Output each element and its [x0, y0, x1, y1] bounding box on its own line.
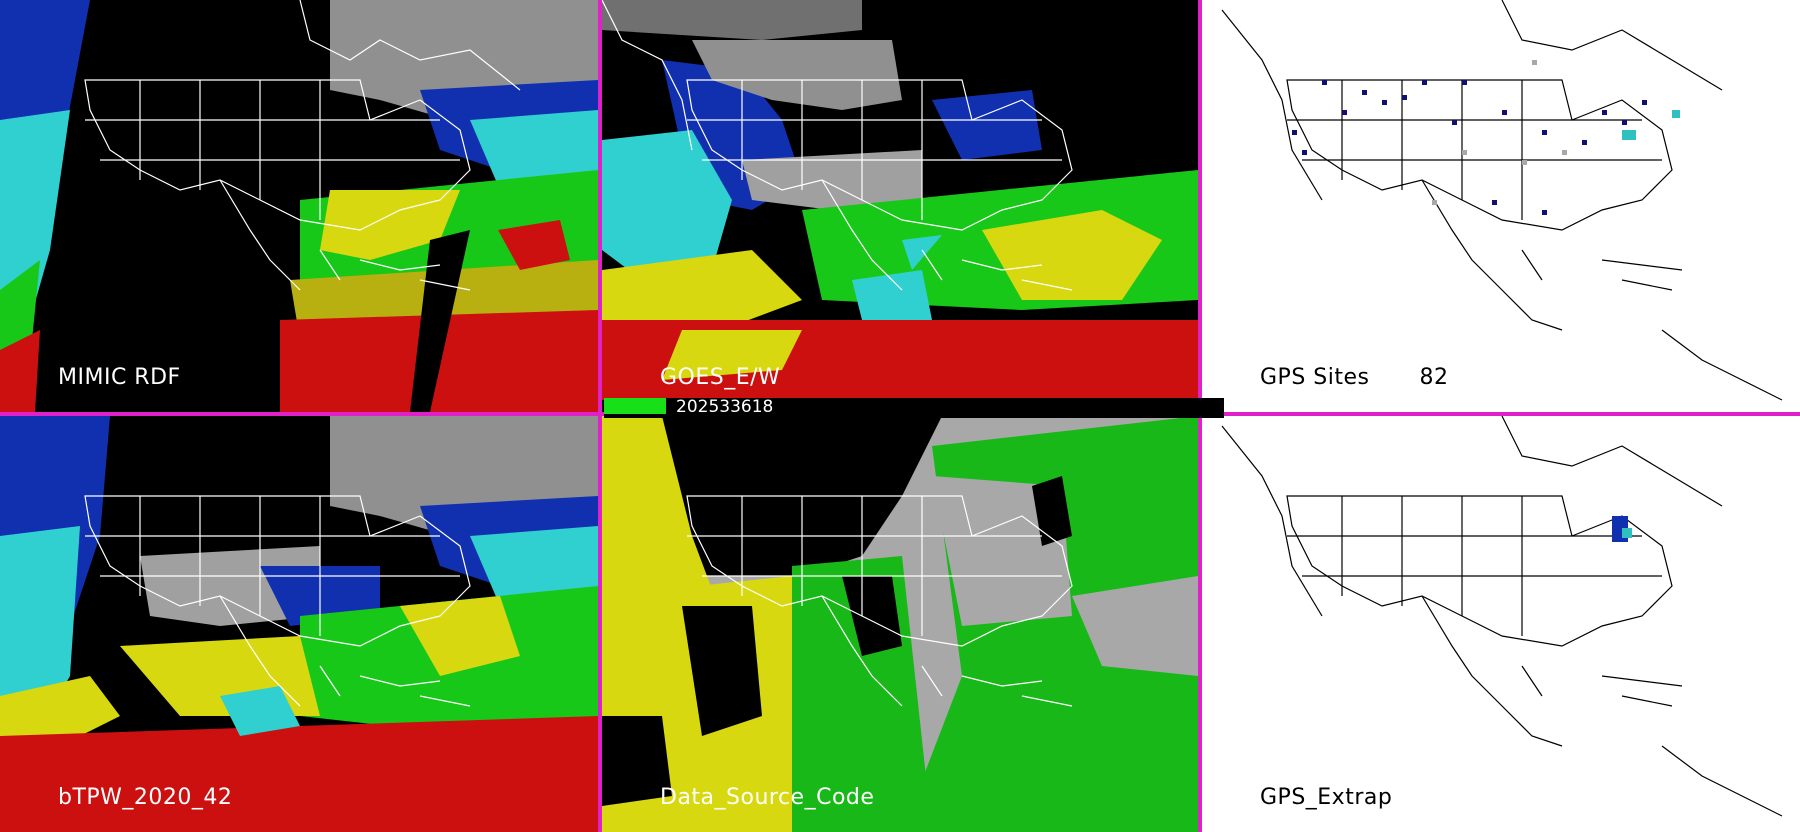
panel-data-source-code: Data_Source_Code [602, 416, 1198, 832]
gps-sites-label: GPS Sites [1260, 365, 1370, 390]
panel-btpw: bTPW_2020_42 [0, 416, 598, 832]
data-source-code-map [602, 416, 1198, 832]
panel-label-gps-extrap: GPS_Extrap [1260, 785, 1393, 810]
goes-ew-map [602, 0, 1198, 412]
panel-label-mimic-rdf: MIMIC RDF [58, 365, 181, 390]
btpw-map [0, 416, 598, 832]
gps-sites-count: 82 [1419, 365, 1449, 390]
timestamp-bar [604, 398, 1224, 418]
panel-mimic-rdf: MIMIC RDF [0, 0, 598, 412]
panel-label-goes-ew: GOES_E/W [660, 365, 781, 390]
timestamp: 202533618 [676, 397, 774, 417]
divider-vertical-left [598, 0, 602, 832]
gps-extrap-map [1202, 416, 1800, 832]
gps-sites-map [1202, 0, 1800, 412]
timestamp-swatch [604, 398, 666, 414]
panel-gps-sites: GPS Sites 82 [1202, 0, 1800, 412]
panel-gps-extrap: GPS_Extrap [1202, 416, 1800, 832]
panel-label-gps-sites: GPS Sites 82 [1260, 365, 1448, 390]
panel-label-btpw: bTPW_2020_42 [58, 785, 233, 810]
panel-goes-ew: GOES_E/W [602, 0, 1198, 412]
mimic-rdf-map [0, 0, 598, 412]
panel-label-data-source-code: Data_Source_Code [660, 785, 875, 810]
